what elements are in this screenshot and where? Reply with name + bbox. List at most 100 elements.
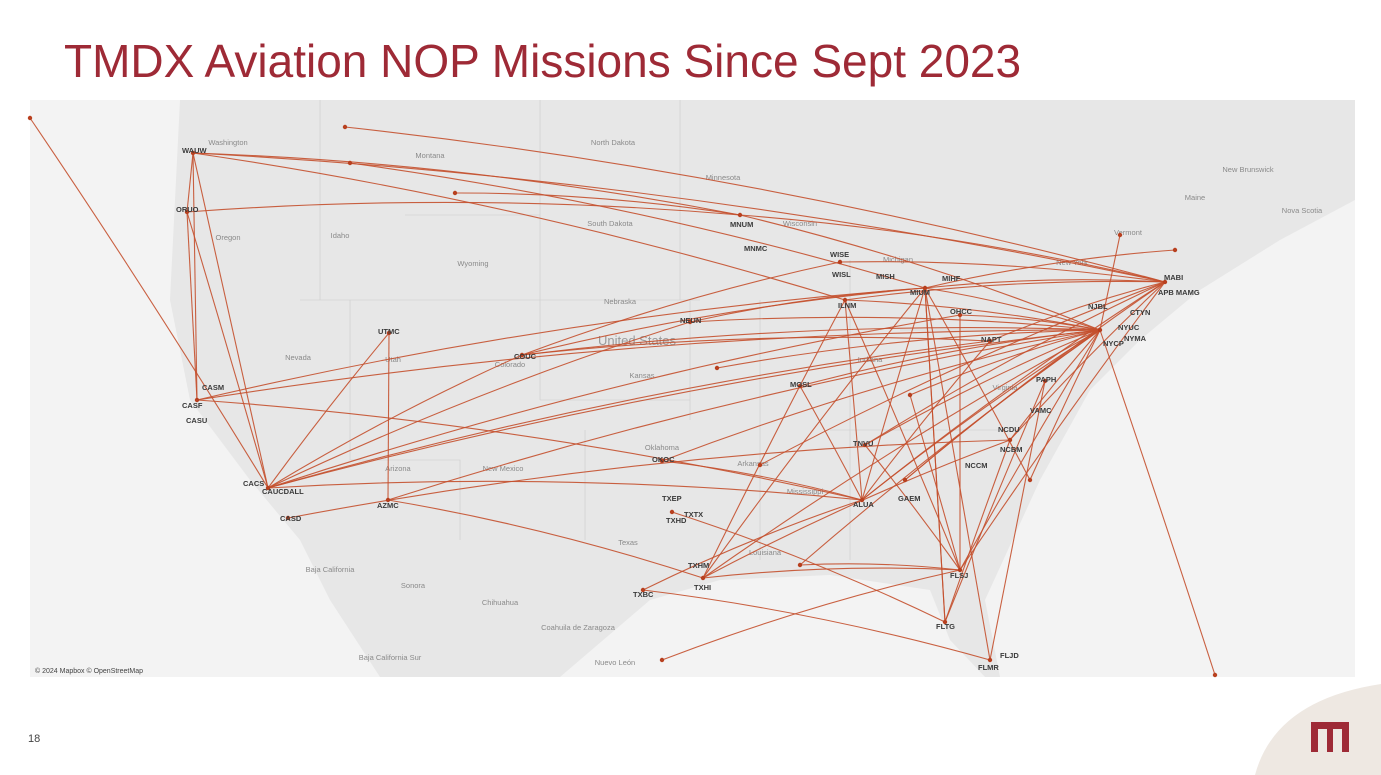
site-label: WISL (832, 270, 851, 279)
site-dot (452, 190, 458, 196)
site-dot (700, 575, 706, 581)
route (186, 211, 198, 401)
site-label: NEUN (680, 316, 701, 325)
route (702, 439, 1011, 579)
route (1099, 234, 1121, 331)
site-label: MISH (876, 272, 895, 281)
site-dot (1097, 327, 1103, 333)
site-label: NAPT (981, 335, 1002, 344)
site-label: NYCP (1103, 339, 1124, 348)
route (267, 332, 390, 489)
route (739, 214, 1101, 331)
site-dot (1212, 672, 1218, 678)
region-label: Montana (415, 151, 445, 160)
route (924, 287, 1031, 481)
region-label: Louisiana (749, 548, 782, 557)
route (387, 332, 390, 501)
site-label: FLJD (1000, 651, 1019, 660)
route (799, 385, 863, 501)
region-label: Arkansas (737, 459, 769, 468)
route (192, 152, 741, 216)
route (267, 329, 1101, 489)
route (661, 329, 1101, 462)
site-label: TXHM (688, 561, 709, 570)
site-label: GAEM (898, 494, 921, 503)
region-label: Minnesota (706, 173, 741, 182)
region-label: Washington (208, 138, 247, 147)
site-dot (190, 150, 196, 156)
site-dot (386, 330, 392, 336)
site-label: VAMC (1030, 406, 1052, 415)
route (671, 511, 946, 623)
site-label: OHCC (950, 307, 973, 316)
route (702, 329, 1101, 579)
region-label: Maine (1185, 193, 1205, 202)
site-dot (1162, 279, 1168, 285)
region-labels: Washington Montana North Dakota Minnesota So… (208, 138, 1323, 667)
region-label: Indiana (858, 355, 883, 364)
site-dot (184, 209, 190, 215)
site-dot (987, 657, 993, 663)
site-label: TNVU (853, 439, 873, 448)
site-label: COUC (514, 352, 537, 361)
site-label: CACS (243, 479, 264, 488)
page-number: 18 (28, 733, 40, 745)
site-dot (757, 462, 763, 468)
site-label: TXHI (694, 583, 711, 592)
route (1009, 329, 1101, 441)
site-label: NYMA (1124, 334, 1147, 343)
route (844, 280, 1166, 301)
site-label: CTYN (1130, 308, 1150, 317)
site-dot (640, 587, 646, 593)
route (702, 567, 961, 579)
site-label: NCDU (998, 425, 1020, 434)
region-label: Baja California Sur (359, 653, 422, 662)
region-label: Nova Scotia (1282, 206, 1323, 215)
site-label: OKOC (652, 455, 675, 464)
site-dot (1027, 477, 1033, 483)
region-label: Idaho (331, 231, 350, 240)
site-dot (342, 124, 348, 130)
route (192, 152, 198, 401)
region-label: Coahuila de Zaragoza (541, 623, 616, 632)
route (267, 354, 523, 489)
state-borders (300, 100, 1000, 560)
route (267, 321, 691, 489)
site-dot (194, 397, 200, 403)
route (1099, 329, 1216, 676)
route (844, 299, 1101, 331)
site-dot (837, 259, 843, 265)
site-label: NYUC (1118, 323, 1140, 332)
route (864, 444, 961, 571)
site-dot (347, 160, 353, 166)
site-label: AZMC (377, 501, 399, 510)
site-dot (922, 285, 928, 291)
site-dot (957, 312, 963, 318)
site-dot (687, 319, 693, 325)
route (387, 329, 1101, 501)
route (192, 152, 1166, 283)
map: Washington Montana North Dakota Minnesota So… (27, 100, 1355, 678)
site-dot (797, 383, 803, 389)
site-label: MNUM (730, 220, 753, 229)
route (864, 281, 1166, 446)
site-label: NCCM (965, 461, 988, 470)
site-label: MABI (1164, 273, 1183, 282)
route (521, 336, 991, 356)
route (959, 314, 1101, 331)
route (344, 126, 1166, 283)
route (661, 569, 961, 661)
site-label: CASD (280, 514, 302, 523)
region-label: Wisconsin (783, 219, 817, 228)
route (349, 162, 926, 289)
site-dot (285, 515, 291, 521)
region-label: Nebraska (604, 297, 637, 306)
site-dot (797, 562, 803, 568)
site-dot (862, 442, 868, 448)
region-label: Vermont (1114, 228, 1143, 237)
route (839, 261, 1166, 283)
route (924, 279, 1166, 289)
site-label: TXEP (662, 494, 682, 503)
route (909, 394, 961, 571)
